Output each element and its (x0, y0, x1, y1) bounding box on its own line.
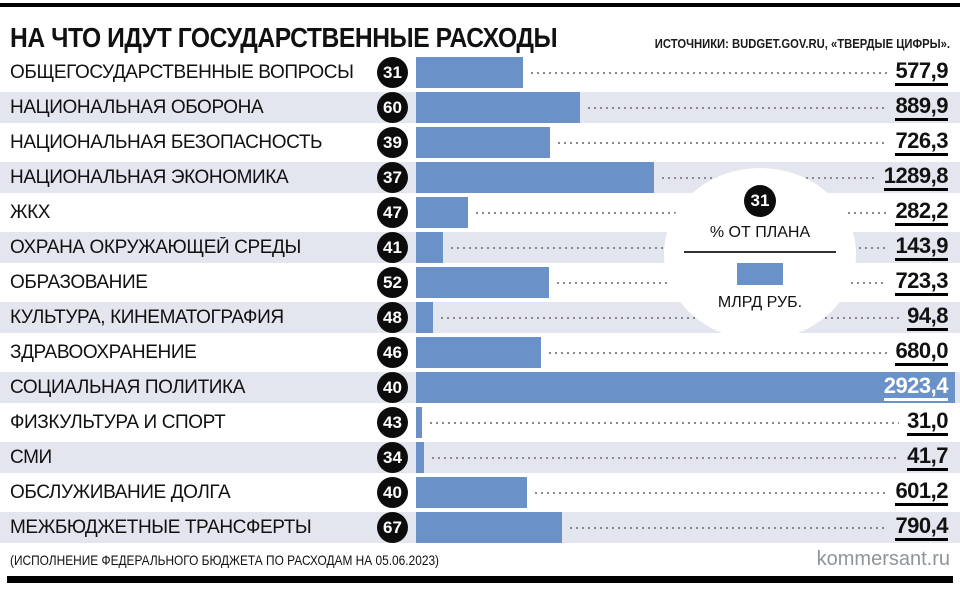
legend: 31 % ОТ ПЛАНА МЛРД РУБ. (664, 168, 856, 340)
value-bar (416, 197, 468, 228)
percent-badge: 47 (377, 197, 408, 228)
value-bar (416, 267, 549, 298)
chart-row: НАЦИОНАЛЬНАЯ БЕЗОПАСНОСТЬ 39 726,3 (0, 127, 960, 158)
value-label: 282,2 (895, 199, 948, 227)
value-bar (416, 337, 541, 368)
category-label: СОЦИАЛЬНАЯ ПОЛИТИКА (10, 376, 245, 398)
value-label: 143,9 (895, 234, 948, 262)
value-label: 94,8 (907, 304, 948, 332)
leader-line (558, 141, 888, 144)
legend-percent-badge: 31 (744, 185, 776, 217)
legend-bar-swatch (737, 263, 783, 285)
value-label: 889,9 (895, 94, 948, 122)
category-label: ЖКХ (10, 201, 51, 223)
value-bar (416, 162, 654, 193)
chart-row: МЕЖБЮДЖЕТНЫЕ ТРАНСФЕРТЫ 67 790,4 (0, 512, 960, 543)
value-label: 31,0 (907, 409, 948, 437)
value-label: 601,2 (895, 479, 948, 507)
leader-line (570, 526, 888, 529)
category-label: НАЦИОНАЛЬНАЯ ЭКОНОМИКА (10, 166, 289, 188)
percent-badge: 40 (377, 477, 408, 508)
value-bar (416, 442, 424, 473)
bottom-rule (7, 576, 953, 583)
percent-badge: 60 (377, 92, 408, 123)
value-bar (416, 512, 562, 543)
value-bar (416, 372, 955, 403)
page-title: НА ЧТО ИДУТ ГОСУДАРСТВЕННЫЕ РАСХОДЫ (10, 22, 558, 53)
value-label: 680,0 (895, 339, 948, 367)
chart-row: ЖКХ 47 282,2 (0, 197, 960, 228)
leader-line (441, 316, 900, 319)
chart-row: СОЦИАЛЬНАЯ ПОЛИТИКА 40 2923,4 (0, 372, 960, 403)
leader-line (549, 351, 888, 354)
top-rule (0, 3, 960, 7)
leader-line (588, 106, 888, 109)
percent-badge: 39 (377, 127, 408, 158)
value-bar (416, 92, 580, 123)
legend-unit-label: МЛРД РУБ. (717, 294, 803, 311)
category-label: ЗДРАВООХРАНЕНИЕ (10, 341, 197, 363)
footer-note: (ИСПОЛНЕНИЕ ФЕДЕРАЛЬНОГО БЮДЖЕТА ПО РАСХ… (10, 552, 440, 568)
percent-badge: 40 (377, 372, 408, 403)
percent-badge: 41 (377, 232, 408, 263)
chart-row: ФИЗКУЛЬТУРА И СПОРТ 43 31,0 (0, 407, 960, 438)
percent-badge: 43 (377, 407, 408, 438)
category-label: ОХРАНА ОКРУЖАЮЩЕЙ СРЕДЫ (10, 236, 301, 258)
value-bar (416, 57, 523, 88)
percent-badge: 37 (377, 162, 408, 193)
percent-badge: 34 (377, 442, 408, 473)
leader-line (531, 71, 888, 74)
site-credit: kommersant.ru (816, 548, 950, 570)
chart-row: ОБЩЕГОСУДАРСТВЕННЫЕ ВОПРОСЫ 31 577,9 (0, 57, 960, 88)
value-bar (416, 127, 550, 158)
category-label: СМИ (10, 446, 52, 468)
chart-row: ОБСЛУЖИВАНИЕ ДОЛГА 40 601,2 (0, 477, 960, 508)
value-label: 726,3 (895, 129, 948, 157)
leader-line (430, 421, 900, 424)
category-label: ОБРАЗОВАНИЕ (10, 271, 148, 293)
legend-divider (684, 251, 836, 253)
value-label: 1289,8 (883, 164, 949, 192)
value-label: 2923,4 (883, 374, 949, 402)
legend-percent-label: % ОТ ПЛАНА (709, 224, 811, 241)
category-label: ОБСЛУЖИВАНИЕ ДОЛГА (10, 481, 231, 503)
percent-badge: 67 (377, 512, 408, 543)
category-label: НАЦИОНАЛЬНАЯ БЕЗОПАСНОСТЬ (10, 131, 323, 153)
source-note: ИСТОЧНИКИ: BUDGET.GOV.RU, «ТВЕРДЫЕ ЦИФРЫ… (654, 37, 950, 51)
percent-badge: 31 (377, 57, 408, 88)
category-label: НАЦИОНАЛЬНАЯ ОБОРОНА (10, 96, 264, 118)
value-bar (416, 407, 422, 438)
value-bar (416, 232, 443, 263)
legend-percent-value: 31 (750, 191, 770, 210)
category-label: КУЛЬТУРА, КИНЕМАТОГРАФИЯ (10, 306, 284, 328)
value-label: 790,4 (895, 514, 948, 542)
value-label: 41,7 (907, 444, 948, 472)
chart-row: ОБРАЗОВАНИЕ 52 723,3 (0, 267, 960, 298)
category-label: МЕЖБЮДЖЕТНЫЕ ТРАНСФЕРТЫ (10, 516, 312, 538)
leader-line (432, 456, 900, 459)
percent-badge: 46 (377, 337, 408, 368)
bar-chart: ОБЩЕГОСУДАРСТВЕННЫЕ ВОПРОСЫ 31 577,9 НАЦ… (0, 57, 960, 547)
category-label: ОБЩЕГОСУДАРСТВЕННЫЕ ВОПРОСЫ (10, 61, 354, 83)
percent-badge: 52 (377, 267, 408, 298)
leader-line (535, 491, 888, 494)
category-label: ФИЗКУЛЬТУРА И СПОРТ (10, 411, 226, 433)
chart-row: СМИ 34 41,7 (0, 442, 960, 473)
chart-row: НАЦИОНАЛЬНАЯ ОБОРОНА 60 889,9 (0, 92, 960, 123)
value-bar (416, 477, 527, 508)
value-label: 723,3 (895, 269, 948, 297)
value-bar (416, 302, 433, 333)
chart-row: ЗДРАВООХРАНЕНИЕ 46 680,0 (0, 337, 960, 368)
value-label: 577,9 (895, 59, 948, 87)
percent-badge: 48 (377, 302, 408, 333)
